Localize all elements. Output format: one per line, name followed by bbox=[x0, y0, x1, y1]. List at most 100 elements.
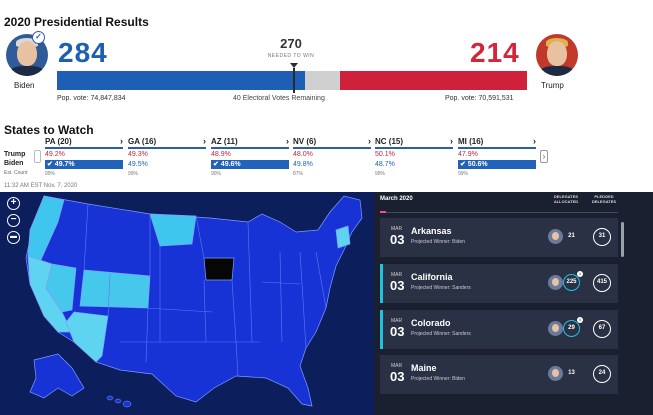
zoom-in-icon[interactable]: + bbox=[7, 197, 20, 210]
col-delegates-allocated: DELEGATES ALLOCATED bbox=[553, 194, 579, 204]
state-header[interactable]: PA (20) › bbox=[45, 137, 123, 149]
chevron-right-icon: › bbox=[203, 136, 206, 146]
biden-electoral-votes: 284 bbox=[58, 37, 108, 68]
state-nevada[interactable] bbox=[45, 263, 77, 313]
state-minnesota[interactable] bbox=[149, 213, 197, 247]
contest-month: MAR bbox=[391, 226, 403, 232]
contest-row[interactable]: MAR 03 California Projected Winner: Sanders… bbox=[380, 264, 618, 303]
contest-row[interactable]: MAR 03 Maine Projected Winner: Biden 13 24 bbox=[380, 355, 618, 394]
states-scroll-left-button[interactable] bbox=[34, 150, 41, 163]
month-header: March 2020 bbox=[380, 196, 413, 202]
state-biden-pct: ✔ 49.7% bbox=[45, 160, 123, 169]
state-header[interactable]: GA (16) › bbox=[128, 137, 206, 149]
contest-row[interactable]: MAR 03 Colorado Projected Winner: Sanders 29… bbox=[380, 310, 618, 349]
state-trump-pct: 48.9% bbox=[211, 151, 231, 158]
pledged-delegates: 31 bbox=[593, 228, 611, 246]
threshold-marker bbox=[293, 68, 295, 93]
projected-winner: Projected Winner: Biden bbox=[411, 376, 465, 382]
state-header[interactable]: NC (15) › bbox=[375, 137, 453, 149]
row-label-trump: Trump bbox=[4, 151, 26, 158]
needed-to-win: 270 NEEDED TO WIN bbox=[260, 36, 322, 59]
contest-month: MAR bbox=[391, 272, 403, 278]
contest-day: 03 bbox=[390, 369, 405, 384]
state-column[interactable]: MI (16) › 47.9% ✔ 50.6% 99% bbox=[458, 137, 536, 177]
state-column[interactable]: PA (20) › 49.2% ✔ 49.7% 99% bbox=[45, 137, 123, 177]
delegates-allocated: 29 i bbox=[563, 317, 583, 337]
biden-popular-vote: Pop. vote: 74,847,834 bbox=[57, 95, 126, 102]
needed-label: NEEDED TO WIN bbox=[267, 53, 315, 59]
state-colorado-utah[interactable] bbox=[79, 269, 151, 309]
state-trump-pct: 49.2% bbox=[45, 151, 65, 158]
winner-avatar bbox=[548, 229, 563, 244]
biden-name: Biden bbox=[14, 81, 35, 90]
allocated-value: 21 bbox=[568, 233, 575, 239]
us-map-reset-icon[interactable]: ▬ bbox=[7, 231, 20, 244]
row-label-biden: Biden bbox=[4, 160, 24, 167]
state-biden-pct: 48.7% bbox=[375, 161, 395, 168]
state-column[interactable]: AZ (11) › 48.9% ✔ 49.6% 90% bbox=[211, 137, 289, 177]
allocated-value: 225 bbox=[566, 279, 577, 285]
state-header[interactable]: NV (6) › bbox=[293, 137, 371, 149]
row-label-est-count: Est. Count bbox=[4, 170, 28, 176]
state-trump-pct: 48.0% bbox=[293, 151, 313, 158]
electoral-vote-bar bbox=[57, 63, 527, 93]
pledged-delegates: 24 bbox=[593, 365, 611, 383]
state-hawaii[interactable] bbox=[106, 395, 132, 408]
info-icon[interactable]: i bbox=[577, 317, 583, 323]
state-biden-pct: ✔ 49.6% bbox=[211, 160, 289, 169]
winner-avatar bbox=[548, 366, 563, 381]
state-iowa[interactable] bbox=[203, 257, 235, 281]
us-map-panel: + − ▬ bbox=[0, 192, 374, 415]
projected-winner: Projected Winner: Sanders bbox=[411, 285, 471, 291]
info-icon[interactable]: i bbox=[577, 271, 583, 277]
state-header[interactable]: AZ (11) › bbox=[211, 137, 289, 149]
contest-state: California bbox=[411, 272, 453, 282]
state-arizona[interactable] bbox=[65, 311, 109, 363]
results-timestamp: 11:32 AM EST Nov. 7, 2020 bbox=[4, 183, 78, 189]
needed-number: 270 bbox=[280, 36, 302, 51]
trump-avatar[interactable] bbox=[536, 34, 578, 76]
us-map[interactable] bbox=[0, 192, 374, 415]
contest-state: Arkansas bbox=[411, 226, 452, 236]
trump-popular-vote: Pop. vote: 70,591,531 bbox=[445, 95, 514, 102]
state-name: AZ (11) bbox=[211, 137, 238, 146]
contest-row[interactable]: MAR 03 Arkansas Projected Winner: Biden 21 31 bbox=[380, 218, 618, 257]
trump-name: Trump bbox=[541, 81, 564, 90]
delegates-allocated: 21 bbox=[563, 228, 580, 245]
state-column[interactable]: NC (15) › 50.1% 48.7% 99% bbox=[375, 137, 453, 177]
state-name: NV (6) bbox=[293, 137, 317, 146]
states-scroll-right-button[interactable]: › bbox=[540, 150, 548, 163]
winner-avatar bbox=[548, 275, 563, 290]
state-est-count: 99% bbox=[458, 171, 469, 177]
state-alaska[interactable] bbox=[29, 353, 85, 399]
contest-state: Maine bbox=[411, 363, 437, 373]
state-est-count: 99% bbox=[375, 171, 386, 177]
state-name: MI (16) bbox=[458, 137, 484, 146]
state-trump-pct: 50.1% bbox=[375, 151, 395, 158]
zoom-out-icon[interactable]: − bbox=[7, 214, 20, 227]
state-column[interactable]: NV (6) › 48.0% 49.8% 87% bbox=[293, 137, 371, 177]
state-column[interactable]: GA (16) › 49.3% 49.5% 99% bbox=[128, 137, 206, 177]
contest-day: 03 bbox=[390, 232, 405, 247]
projected-winner: Projected Winner: Biden bbox=[411, 239, 465, 245]
results-title: 2020 Presidential Results bbox=[4, 15, 149, 29]
state-biden-pct: ✔ 50.6% bbox=[458, 160, 536, 169]
presidential-results-panel: 2020 Presidential Results ✓ Biden Trump … bbox=[0, 0, 653, 192]
scrollbar[interactable] bbox=[621, 222, 624, 257]
states-to-watch-title: States to Watch bbox=[4, 123, 94, 137]
state-est-count: 87% bbox=[293, 171, 304, 177]
state-est-count: 90% bbox=[211, 171, 222, 177]
delegates-allocated: 13 bbox=[563, 365, 580, 382]
header-divider bbox=[380, 212, 618, 213]
avatar-face bbox=[547, 41, 567, 66]
winner-avatar bbox=[548, 321, 563, 336]
avatar-shirt bbox=[10, 66, 44, 76]
state-header[interactable]: MI (16) › bbox=[458, 137, 536, 149]
state-name: NC (15) bbox=[375, 137, 404, 146]
avatar-shirt bbox=[540, 66, 574, 76]
contest-month: MAR bbox=[391, 318, 403, 324]
state-new-hampshire-vermont[interactable] bbox=[335, 225, 351, 249]
votes-remaining: 40 Electoral Votes Remaining bbox=[233, 95, 325, 102]
chevron-right-icon: › bbox=[120, 136, 123, 146]
state-est-count: 99% bbox=[128, 171, 139, 177]
